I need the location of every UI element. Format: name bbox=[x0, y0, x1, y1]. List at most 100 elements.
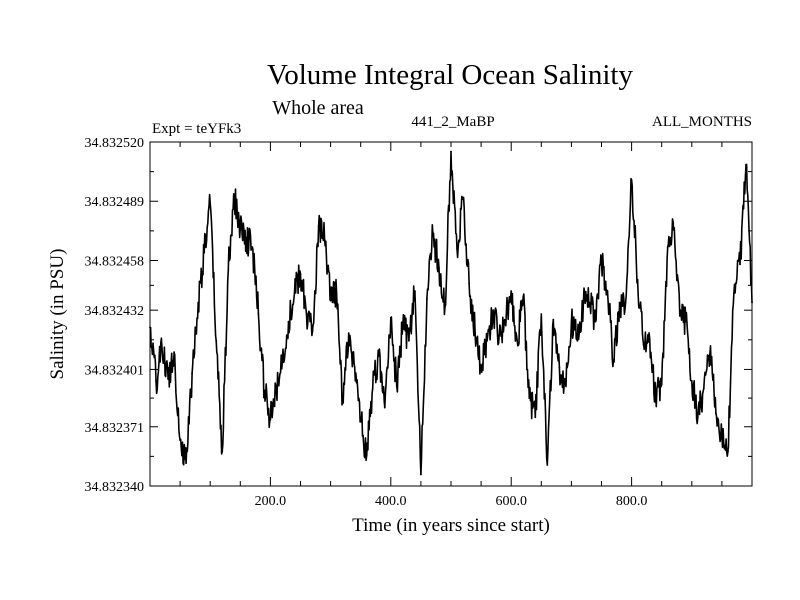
data-point bbox=[462, 196, 464, 199]
data-point bbox=[420, 473, 422, 476]
data-point bbox=[450, 150, 452, 153]
data-point bbox=[624, 301, 627, 304]
data-point bbox=[492, 309, 494, 312]
data-point bbox=[329, 299, 332, 302]
data-point bbox=[642, 343, 645, 346]
x-axis-label: Time (in years since start) bbox=[352, 515, 550, 536]
data-point bbox=[281, 359, 284, 361]
chart-subtitle: Whole area bbox=[272, 97, 364, 119]
data-point bbox=[149, 326, 151, 329]
data-point bbox=[245, 236, 248, 239]
data-point bbox=[173, 351, 176, 354]
experiment-label: Expt = teYFk3 bbox=[152, 121, 241, 137]
data-point bbox=[745, 164, 747, 166]
data-point bbox=[739, 263, 741, 266]
period-label: 441_2_MaBP bbox=[411, 114, 494, 130]
data-point bbox=[733, 292, 735, 294]
months-label: ALL_MONTHS bbox=[652, 114, 752, 130]
data-point bbox=[751, 301, 753, 304]
data-point bbox=[534, 416, 537, 419]
data-point bbox=[727, 450, 729, 453]
data-point bbox=[504, 320, 507, 323]
data-point bbox=[690, 380, 693, 382]
data-point bbox=[221, 450, 224, 453]
data-point bbox=[317, 225, 320, 228]
data-point bbox=[702, 387, 705, 390]
data-point bbox=[438, 267, 440, 269]
data-point bbox=[600, 259, 603, 262]
data-point bbox=[636, 278, 639, 281]
data-point bbox=[480, 366, 482, 369]
data-point bbox=[666, 246, 669, 249]
data-point bbox=[709, 353, 711, 355]
data-point bbox=[456, 248, 458, 250]
data-point bbox=[474, 332, 476, 334]
chart-title: Volume Integral Ocean Salinity bbox=[267, 59, 633, 91]
data-point bbox=[498, 334, 501, 336]
data-point bbox=[377, 355, 380, 357]
data-point bbox=[323, 238, 326, 241]
y-tick-label: 34.832520 bbox=[85, 136, 145, 151]
data-point bbox=[432, 232, 434, 235]
data-point bbox=[630, 179, 633, 182]
data-point bbox=[191, 372, 194, 375]
data-point bbox=[510, 290, 513, 292]
data-point bbox=[684, 320, 687, 323]
data-point bbox=[293, 292, 296, 294]
data-point bbox=[257, 313, 260, 315]
x-tick-label: 200.0 bbox=[255, 494, 287, 509]
data-point bbox=[558, 366, 561, 369]
x-tick-label: 400.0 bbox=[375, 494, 407, 509]
data-point bbox=[359, 418, 362, 420]
data-point bbox=[161, 347, 163, 350]
y-tick-label: 34.832340 bbox=[85, 480, 145, 495]
data-point bbox=[696, 416, 699, 419]
y-tick-label: 34.832458 bbox=[85, 254, 145, 269]
y-axis: 34.832520 34.832489 34.832458 34.832432 34.8… bbox=[85, 136, 752, 495]
data-point bbox=[341, 401, 344, 403]
data-point bbox=[546, 464, 549, 466]
data-point bbox=[721, 435, 723, 438]
data-point bbox=[353, 366, 356, 369]
data-point bbox=[552, 318, 555, 321]
data-point bbox=[203, 251, 206, 254]
data-point bbox=[618, 301, 621, 304]
data-point bbox=[408, 339, 410, 342]
data-point bbox=[389, 316, 392, 319]
data-point bbox=[383, 406, 386, 409]
data-point bbox=[269, 418, 272, 420]
data-point bbox=[648, 337, 651, 340]
data-point bbox=[227, 269, 230, 271]
data-point bbox=[185, 462, 188, 464]
data-point bbox=[239, 227, 242, 229]
data-point bbox=[197, 301, 200, 304]
data-point bbox=[311, 330, 314, 333]
data-point bbox=[678, 315, 681, 317]
data-point bbox=[395, 385, 398, 388]
data-point bbox=[582, 301, 585, 304]
data-point bbox=[672, 229, 675, 231]
data-point bbox=[468, 282, 470, 285]
plot-frame bbox=[149, 141, 753, 487]
data-point bbox=[275, 391, 278, 394]
y-tick-label: 34.832371 bbox=[85, 421, 145, 436]
data-point bbox=[287, 320, 290, 323]
data-point bbox=[576, 339, 579, 342]
x-tick-label: 600.0 bbox=[495, 494, 527, 509]
data-point bbox=[594, 320, 597, 323]
data-point bbox=[305, 313, 308, 315]
data-point bbox=[347, 332, 350, 334]
x-tick-label: 800.0 bbox=[616, 494, 648, 509]
y-tick-label: 34.832432 bbox=[85, 304, 145, 319]
data-point bbox=[606, 290, 609, 292]
data-point bbox=[179, 439, 182, 441]
data-point bbox=[528, 397, 531, 399]
x-axis: 200.0 400.0 600.0 800.0 bbox=[179, 142, 723, 509]
data-point bbox=[209, 202, 212, 205]
data-point bbox=[263, 389, 266, 392]
data-point bbox=[522, 295, 525, 298]
data-point bbox=[715, 412, 717, 415]
data-point bbox=[299, 273, 302, 275]
series-line-salinity bbox=[149, 150, 753, 476]
